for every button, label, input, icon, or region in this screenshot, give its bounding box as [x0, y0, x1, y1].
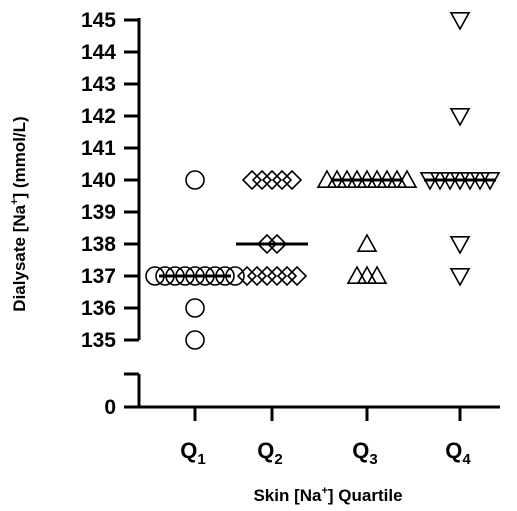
y-tick-label: 137	[81, 265, 116, 288]
x-tick-label: Q3	[352, 438, 377, 468]
data-point-triangle-down	[449, 267, 471, 287]
data-marks	[145, 12, 501, 350]
data-point-diamond	[256, 233, 278, 255]
data-point-diamond	[266, 265, 288, 287]
data-point-diamond	[251, 169, 273, 191]
x-axis-title: Skin [Na+] Quartile	[253, 485, 402, 505]
data-point-diamond	[286, 265, 308, 287]
y-axis-title: Dialysate [Na+] (mmol/L)	[9, 116, 29, 311]
y-tick-label: 139	[81, 201, 116, 224]
x-tick-label: Q4	[445, 438, 471, 468]
y-tick-label: 140	[81, 169, 116, 192]
y-tick-label: 144	[81, 41, 116, 64]
data-point-triangle-up	[356, 233, 378, 252]
data-point-triangle-down	[449, 108, 471, 127]
x-tick-label: Q2	[257, 438, 282, 468]
y-tick-label: 135	[81, 329, 116, 352]
labels: Dialysate [Na+] (mmol/L) Skin [Na+] Quar…	[9, 116, 403, 505]
data-point-diamond	[256, 265, 278, 287]
y-tick-label: 142	[81, 105, 116, 128]
y-tick-label: 0	[104, 396, 116, 419]
data-point-circle	[185, 330, 205, 350]
data-point-diamond	[281, 169, 303, 191]
y-tick-label: 136	[81, 297, 116, 320]
y-tick-label: 143	[81, 73, 116, 96]
data-point-diamond	[236, 265, 258, 287]
data-point-diamond	[246, 265, 268, 287]
y-tick-label: 145	[81, 9, 116, 32]
data-point-diamond	[261, 169, 283, 191]
x-tick-label: Q1	[180, 438, 205, 468]
axes: 135 136 137 138 139 140 141 142 143 144 145 0 Q1 Q2 Q3…	[81, 9, 500, 468]
y-tick-label: 141	[81, 137, 116, 160]
data-point-diamond	[241, 169, 263, 191]
data-point-triangle-down	[449, 236, 471, 255]
data-point-triangle-up	[356, 265, 378, 285]
data-point-circle	[185, 170, 205, 190]
data-point-diamond	[276, 265, 298, 287]
data-point-diamond	[266, 233, 288, 255]
data-point-triangle-up	[366, 265, 388, 285]
data-point-circle	[185, 298, 205, 318]
y-tick-label: 138	[81, 233, 116, 256]
data-point-triangle-down	[449, 12, 471, 31]
data-point-triangle-up	[346, 265, 368, 285]
data-point-diamond	[271, 169, 293, 191]
